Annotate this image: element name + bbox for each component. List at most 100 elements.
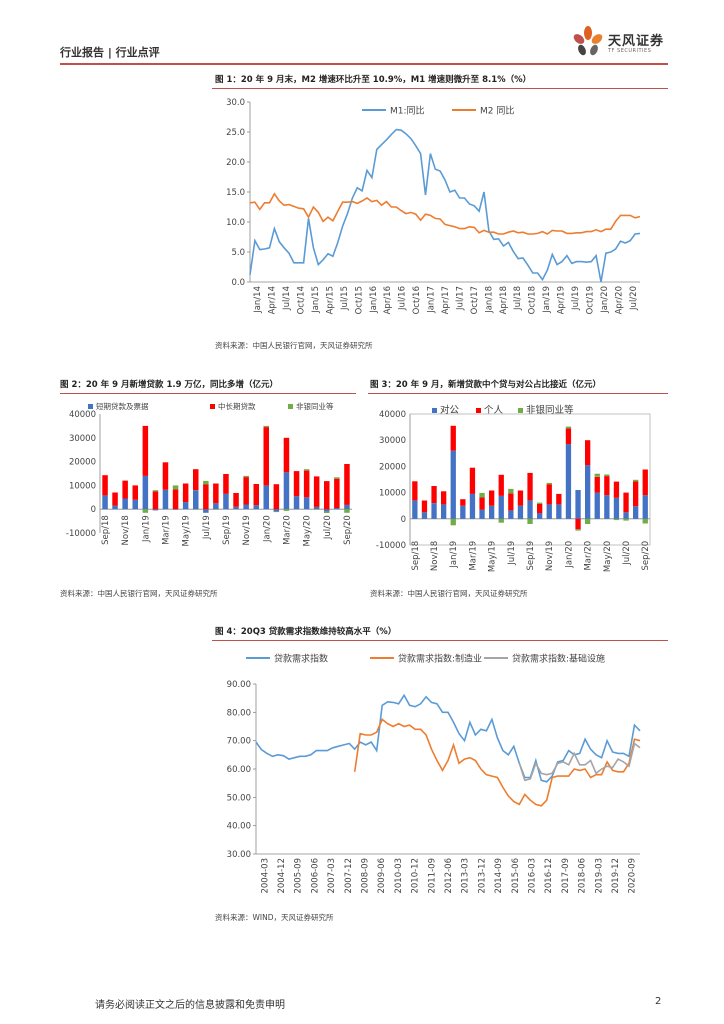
x-tick-label: 2017-09 (561, 858, 571, 894)
x-tick-label: Apr/14 (268, 286, 278, 314)
bar-Nov/19-s3 (546, 482, 552, 485)
bar-Jun/19-s1 (193, 490, 199, 510)
bar-Aug/19-s2 (213, 483, 219, 504)
bar-Nov/19-s2 (546, 484, 552, 505)
y-tick-label: 80.00 (227, 708, 251, 718)
fig3-rule (368, 393, 668, 394)
bar-Jul/19-s3 (508, 488, 514, 494)
bar-Apr/19-s3 (172, 485, 179, 490)
x-tick-label: Apr/18 (499, 286, 509, 314)
bar-Aug/20-s3 (334, 477, 340, 479)
bar-Jan/20-s3 (263, 425, 269, 428)
bar-Aug/20-s1 (633, 506, 639, 519)
y-tick-label: 90.00 (227, 680, 251, 690)
x-tick-label: Apr/19 (557, 286, 567, 314)
bar-Jan/20-s2 (263, 427, 269, 486)
bar-Feb/19-s1 (152, 509, 159, 511)
fig3-source: 资料来源：中国人民银行官网，天风证券研究所 (370, 589, 528, 598)
bar-Nov/18-s2 (122, 480, 128, 499)
fig4-rule (212, 640, 668, 641)
bar-Jul/19-s2 (203, 484, 209, 510)
x-tick-label: May/20 (303, 515, 313, 546)
fig3-title: 图 3：20 年 9 月，新增贷款中个贷与对公占比接近（亿元） (370, 380, 601, 390)
bar-May/19-s2 (489, 490, 495, 506)
x-tick-label: Oct/18 (528, 286, 538, 314)
bar-Sep/18-s2 (412, 481, 418, 501)
bar-Feb/20-s1 (575, 490, 581, 519)
bar-Apr/19-s1 (479, 509, 485, 519)
x-tick-label: Sep/20 (343, 515, 353, 545)
x-tick-label: 2013-03 (461, 858, 471, 894)
logo-en: TF SECURITIES (608, 48, 652, 54)
bar-Jul/19-s1 (508, 510, 514, 519)
series-line-2 (353, 718, 641, 807)
x-tick-label: 2016-03 (527, 858, 537, 894)
bar-Apr/20-s1 (594, 492, 600, 519)
x-tick-label: Jan/20 (600, 286, 610, 314)
x-tick-label: 2020-09 (628, 858, 638, 894)
bar-Jan/19-s2 (142, 425, 149, 476)
bar-Apr/19-s2 (172, 489, 179, 510)
bar-May/20-s3 (303, 469, 310, 471)
x-tick-label: Oct/14 (297, 286, 307, 314)
y-tick-label: 0 (91, 505, 96, 515)
x-tick-label: Apr/20 (614, 286, 624, 314)
bar-Nov/19-s3 (243, 475, 249, 478)
bar-Aug/20-s2 (633, 481, 639, 507)
bar-Mar/20-s3 (585, 518, 591, 524)
bar-Sep/18-s1 (412, 500, 418, 519)
x-tick-label: Nov/19 (545, 541, 555, 571)
legend-label-1: M1:同比 (390, 105, 425, 117)
legend-label-3: 非银同业等 (296, 401, 334, 411)
x-tick-label: Jan/15 (311, 286, 321, 314)
bar-Mar/20-s2 (283, 437, 290, 473)
series-line-3 (518, 742, 641, 782)
y-tick-label: -10000 (376, 541, 406, 551)
bar-May/19-s1 (182, 502, 189, 510)
y-tick-label: 5.0 (231, 248, 245, 258)
y-tick-label: 0.0 (231, 278, 245, 288)
bar-Jun/20-s2 (613, 481, 620, 498)
bar-Jan/19-s1 (450, 450, 456, 519)
legend-label-2: 贷款需求指数:制造业 (398, 653, 482, 665)
x-tick-label: 2006-06 (310, 858, 320, 894)
report-category: 行业报告 | 行业点评 (60, 46, 160, 59)
bar-Sep/18-s1 (102, 495, 108, 510)
flower-logo-icon (573, 26, 603, 56)
bar-Dec/19-s1 (253, 505, 259, 510)
x-tick-label: Mar/20 (584, 541, 594, 571)
bar-Sep/19-s2 (527, 472, 533, 501)
x-tick-label: 2019-03 (594, 858, 604, 894)
bar-Dec/18-s1 (441, 504, 447, 519)
y-tick-label: 30000 (379, 436, 406, 446)
company-logo: 天风证券 TF SECURITIES (570, 24, 680, 60)
bar-Mar/20-s2 (585, 440, 591, 466)
bar-Jan/19-s1 (142, 475, 149, 510)
x-tick-label: 2010-03 (394, 858, 404, 894)
bar-Nov/19-s2 (243, 477, 249, 505)
fig4-title: 图 4：20Q3 贷款需求指数维持较高水平（%） (215, 627, 397, 637)
fig2-chart: -10000 0 10000 20000 30000 40000 Sep/18 Nov/18 J… (66, 401, 353, 546)
x-tick-label: Mar/19 (468, 541, 478, 571)
legend-label-2: M2 同比 (480, 105, 514, 117)
x-tick-label: Jan/14 (253, 286, 263, 314)
logo-cn: 天风证券 (608, 34, 665, 49)
bar-Oct/18-s2 (421, 500, 428, 513)
bar-Oct/19-s1 (537, 513, 543, 519)
bar-Sep/20-s3 (344, 509, 350, 513)
bar-Sep/19-s3 (527, 518, 533, 524)
bar-Oct/18-s1 (421, 512, 428, 519)
bar-Apr/19-s3 (479, 492, 485, 498)
x-tick-label: May/19 (488, 541, 498, 572)
fig1-source: 资料来源：中国人民银行官网，天风证券研究所 (215, 341, 373, 350)
series-line-1 (255, 693, 641, 783)
x-tick-label: Apr/16 (383, 286, 393, 314)
fig3-chart: -10000 0 10000 20000 30000 40000 Sep/18 Nov/18 J… (376, 404, 651, 572)
series-line-2 (249, 192, 641, 235)
x-tick-label: Sep/18 (411, 541, 421, 571)
y-tick-label: 20.0 (226, 158, 245, 168)
x-tick-label: Jul/20 (629, 286, 639, 311)
bar-Jul/19-s1 (203, 509, 209, 513)
fig1-chart: 0.0 5.0 10.0 15.0 20.0 25.0 30.0 Jan/14 Apr/14 Ju… (226, 98, 641, 314)
x-tick-label: Mar/19 (162, 515, 172, 545)
